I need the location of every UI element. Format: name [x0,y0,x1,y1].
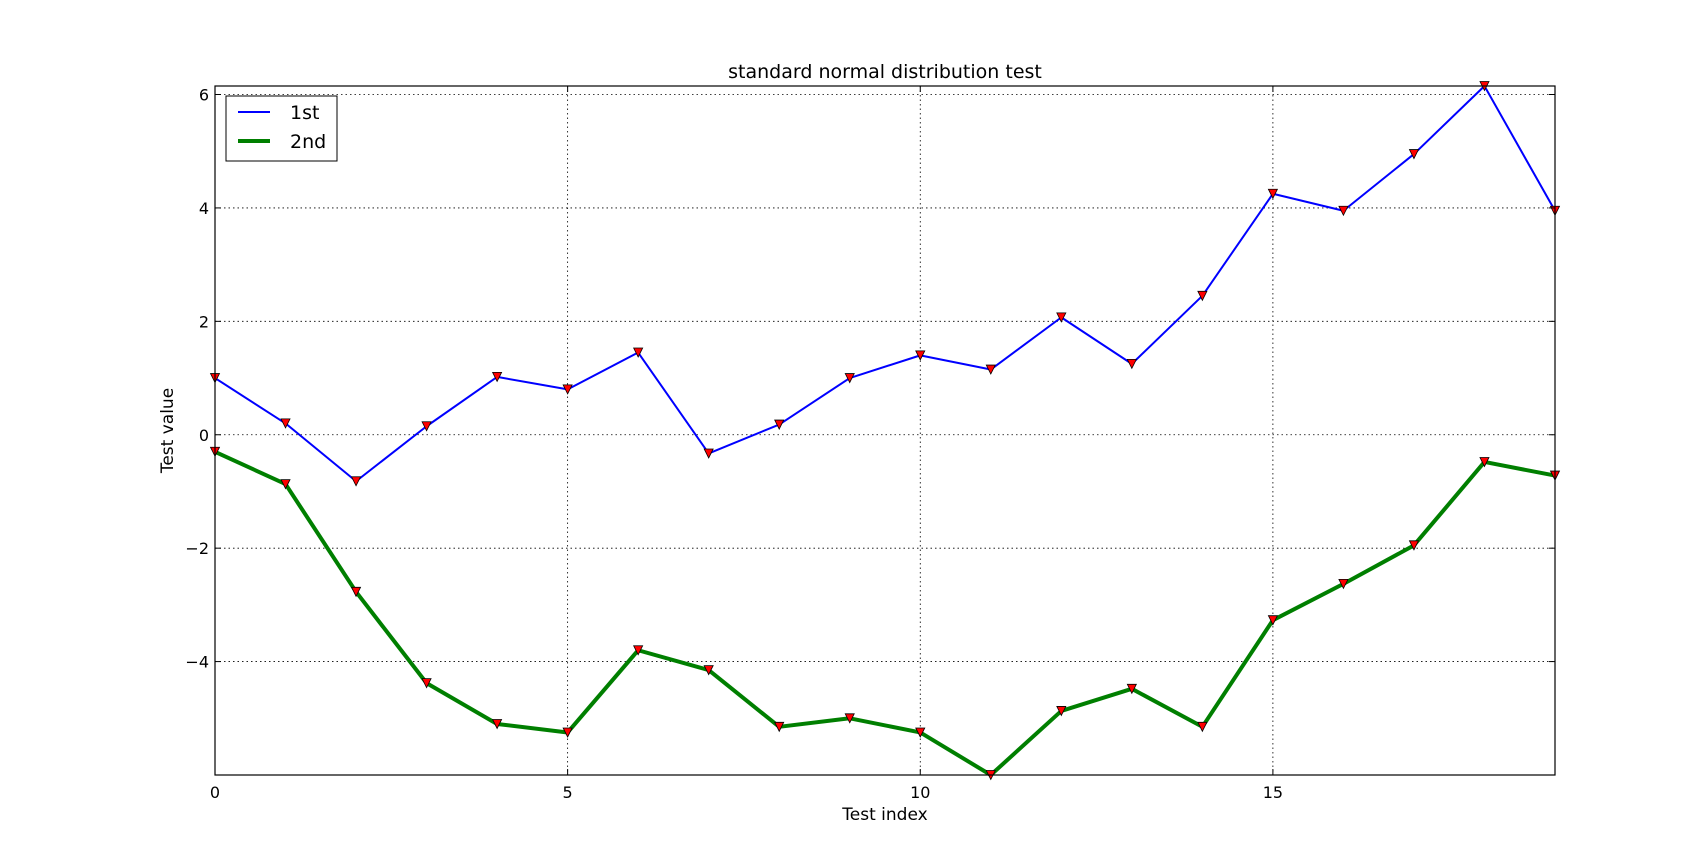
series-layer [209,81,1561,781]
data-point-marker [1267,188,1279,200]
data-point-marker [1197,290,1208,302]
series-line-1 [214,85,1556,483]
plot-frame [214,85,1556,776]
series-line-2 [214,449,1556,777]
legend-box [225,95,338,162]
chart-title: standard normal distribution test [728,61,1042,83]
data-point-marker [421,678,432,689]
x-tick-label: 0 [210,783,220,802]
y-tick-label: −4 [185,653,209,672]
y-tick-label: 2 [199,312,209,331]
y-tick-label: 4 [199,199,209,218]
x-tick-label: 5 [563,783,573,802]
data-point-marker [1408,149,1420,160]
data-point-marker [1126,358,1137,370]
data-point-marker [491,719,503,730]
data-point-marker [844,373,855,384]
data-point-marker [1479,457,1490,468]
data-point-marker [703,665,714,676]
y-tick-label: −2 [185,539,209,558]
data-point-marker [774,721,785,733]
data-point-marker [774,419,785,430]
y-tick-label: 6 [199,86,209,105]
data-point-marker [633,347,644,358]
data-point-marker [562,384,573,395]
data-point-marker [1056,312,1067,323]
x-axis-title: Test index [841,805,927,825]
data-point-marker [633,645,644,656]
y-tick-label: 0 [199,426,209,445]
data-point-marker [1126,683,1137,695]
data-point-marker [491,372,503,383]
data-point-marker [844,713,855,724]
data-point-marker [703,448,714,459]
x-tick-label: 10 [910,783,930,802]
data-point-marker [1267,615,1279,626]
axis-ticks: 0 5 10 15 −4 −2 0 2 4 6 [185,86,1555,802]
data-point-marker [1197,721,1208,733]
y-axis-title: Test value [158,388,178,474]
data-point-marker [985,364,996,375]
data-point-marker [350,586,362,598]
data-point-marker [421,421,432,432]
data-point-marker [915,350,926,361]
data-point-marker [350,476,362,487]
data-point-marker [280,418,291,429]
data-point-marker [1338,578,1349,590]
data-point-marker [915,727,926,738]
data-point-marker [1338,205,1349,217]
legend-label: 2nd [290,131,326,153]
legend-label: 1st [290,102,319,124]
data-point-marker [280,479,291,490]
data-point-marker [562,727,573,738]
x-tick-label: 15 [1263,783,1283,802]
data-point-marker [1408,540,1420,551]
data-point-marker [1056,706,1067,717]
